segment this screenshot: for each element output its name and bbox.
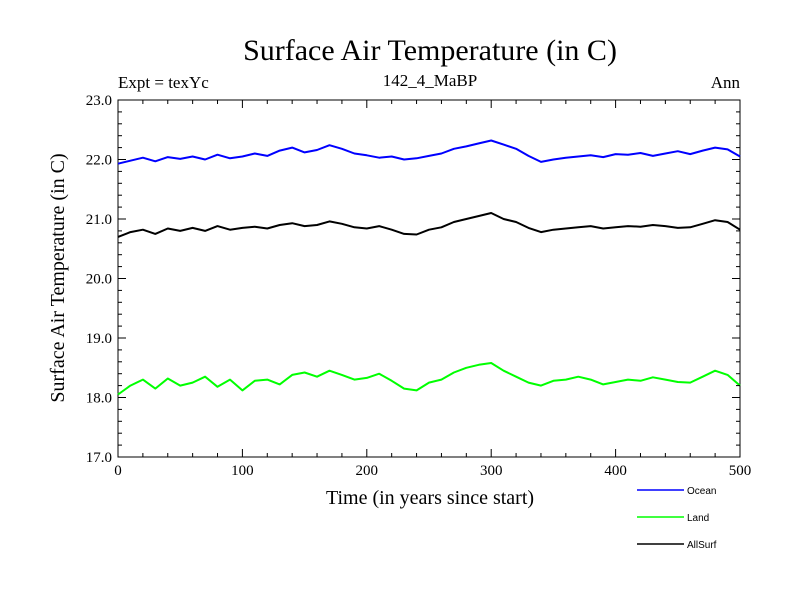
- legend: Ocean Land AllSurf: [637, 486, 717, 551]
- y-tick-label: 23.0: [86, 93, 112, 109]
- series-line-ocean: [117, 139, 741, 165]
- x-tick-label: 100: [231, 463, 254, 479]
- y-axis-label: Surface Air Temperature (in C): [47, 153, 69, 402]
- x-tick-label: 300: [480, 463, 503, 479]
- x-tick-label: 500: [729, 463, 752, 479]
- y-tick-label: 17.0: [86, 450, 112, 466]
- y-tick-label: 19.0: [86, 331, 112, 347]
- legend-label-land: Land: [687, 513, 709, 524]
- expt-label: Expt = texYc: [118, 73, 209, 92]
- series-line-land: [117, 362, 741, 396]
- chart-title: Surface Air Temperature (in C): [243, 34, 617, 67]
- series-line-allsurf: [117, 212, 741, 238]
- season-label: Ann: [711, 73, 741, 92]
- y-tick-label: 20.0: [86, 272, 112, 288]
- y-tick-label: 21.0: [86, 212, 112, 228]
- period-label: 142_4_MaBP: [383, 71, 477, 90]
- x-tick-label: 400: [604, 463, 627, 479]
- legend-label-ocean: Ocean: [687, 486, 716, 497]
- x-tick-label: 200: [356, 463, 379, 479]
- x-tick-label: 0: [114, 463, 122, 479]
- x-axis-label: Time (in years since start): [326, 487, 534, 509]
- y-tick-label: 22.0: [86, 153, 112, 169]
- y-tick-label: 18.0: [86, 391, 112, 407]
- plot-area: 0 100 200 300 400 500 17.0 18.0 19.0 20.0 21.0 22.0…: [86, 93, 752, 479]
- legend-label-allsurf: AllSurf: [687, 540, 717, 551]
